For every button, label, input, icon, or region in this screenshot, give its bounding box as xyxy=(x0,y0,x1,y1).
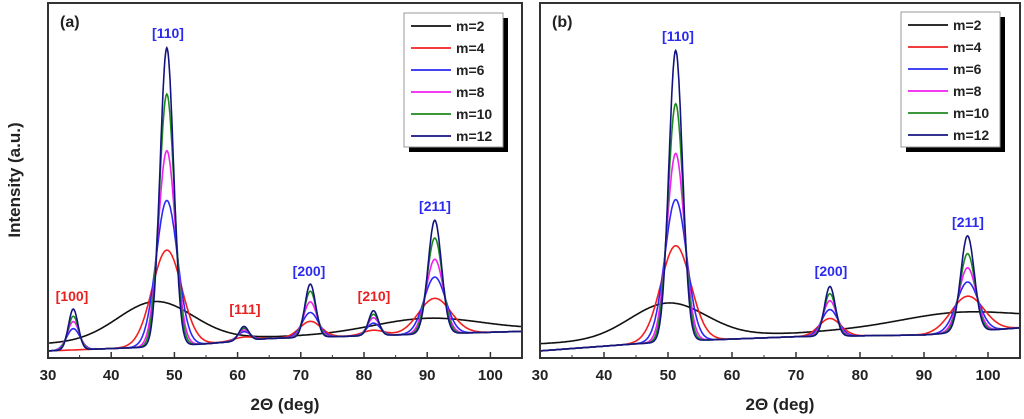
x-tick-label: 60 xyxy=(724,367,741,384)
legend-entry: m=4 xyxy=(456,40,485,56)
legend-box xyxy=(900,11,1001,148)
legend-entry: m=2 xyxy=(953,17,982,33)
peak-label: [200] xyxy=(293,263,326,279)
panel-a: 30 40 50 60 70 80 90 100 2Θ (deg) Intensity (a.u.… xyxy=(5,2,523,414)
x-axis-label: 2Θ (deg) xyxy=(251,395,320,414)
legend: m=2 m=4 m=6 m=8 m=10 m=12 xyxy=(900,11,1005,152)
series-line-m-12 xyxy=(48,45,522,352)
x-tick-label: 90 xyxy=(419,367,436,384)
legend-entry: m=12 xyxy=(456,128,492,144)
series-line-m-8 xyxy=(540,152,1021,352)
x-tick-label: 50 xyxy=(660,367,677,384)
legend-entry: m=10 xyxy=(456,106,492,122)
x-tick-label: 90 xyxy=(916,367,933,384)
legend-entry: m=8 xyxy=(456,84,485,100)
legend-entry: m=8 xyxy=(953,83,982,99)
series-line-m-4 xyxy=(540,244,1020,352)
series-line-m-4 xyxy=(48,249,522,352)
x-tick-label: 100 xyxy=(975,367,1000,384)
panel-label: (b) xyxy=(552,14,572,31)
panel-b: 30 40 50 60 70 80 90 100 2Θ (deg) (b) [110] [200] [2… xyxy=(532,2,1021,414)
x-axis-label: 2Θ (deg) xyxy=(746,395,815,414)
x-tick-label: 80 xyxy=(852,367,869,384)
x-tick-label: 50 xyxy=(166,367,183,384)
series-line-m-2 xyxy=(539,302,1020,345)
series-line-m-8 xyxy=(48,149,522,352)
x-tick-label: 70 xyxy=(788,367,805,384)
y-axis-label: Intensity (a.u.) xyxy=(5,122,24,237)
x-tick-label: 80 xyxy=(356,367,373,384)
x-tick-label: 40 xyxy=(596,367,613,384)
plot-frame xyxy=(539,2,1021,359)
legend-box xyxy=(403,12,504,148)
x-tick-label: 40 xyxy=(103,367,120,384)
peak-label: [110] xyxy=(152,25,184,41)
x-tick-label: 60 xyxy=(229,367,246,384)
series-line-m-12 xyxy=(540,48,1021,352)
legend-entry: m=6 xyxy=(456,62,485,78)
x-tick-label: 100 xyxy=(478,367,503,384)
peak-label: [111] xyxy=(229,301,260,317)
peak-label: [210] xyxy=(358,288,391,304)
legend-entry: m=6 xyxy=(953,61,982,77)
x-tick-label: 30 xyxy=(40,367,57,384)
x-tick-label: 30 xyxy=(532,367,549,384)
peak-label: [100] xyxy=(56,288,89,304)
x-tick-label: 70 xyxy=(292,367,309,384)
plot-frame xyxy=(47,2,523,359)
peak-label: [211] xyxy=(952,214,984,230)
legend-entry: m=10 xyxy=(953,105,989,121)
panel-label: (a) xyxy=(60,14,80,31)
legend: m=2 m=4 m=6 m=8 m=10 m=12 xyxy=(403,12,508,152)
peak-label: [110] xyxy=(662,28,694,44)
legend-entry: m=4 xyxy=(953,39,982,55)
peak-label: [211] xyxy=(419,198,451,214)
peak-label: [200] xyxy=(815,263,848,279)
legend-entry: m=12 xyxy=(953,127,989,143)
legend-entry: m=2 xyxy=(456,18,485,34)
